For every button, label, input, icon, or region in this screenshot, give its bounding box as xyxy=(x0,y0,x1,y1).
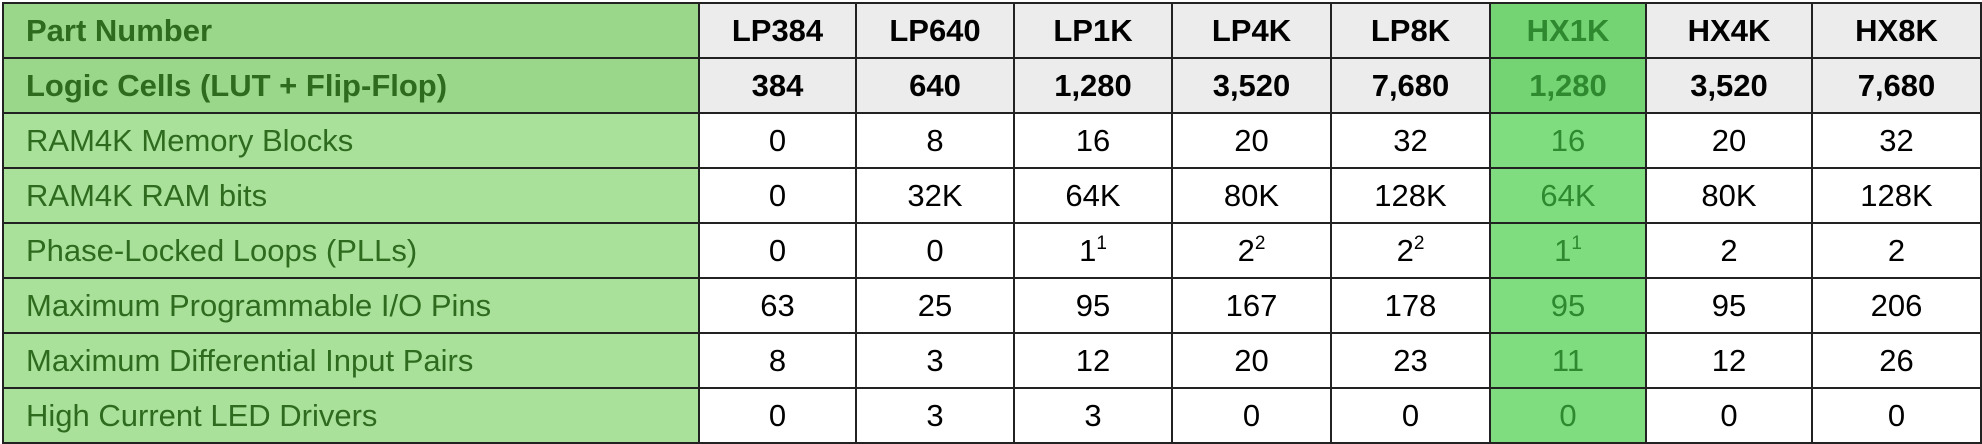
table-cell: 128K xyxy=(1811,167,1982,224)
table-row: Phase-Locked Loops (PLLs) 0 0 11 22 22 1… xyxy=(2,222,1982,279)
table-cell: 7,680 xyxy=(1811,57,1982,114)
table-cell: 8 xyxy=(855,112,1015,169)
footnote-marker: 1 xyxy=(1096,232,1107,254)
part-number-header: HX4K xyxy=(1645,2,1813,59)
cell-value: 1 xyxy=(1079,232,1097,268)
table-cell: 0 xyxy=(1489,387,1647,444)
table-cell: 0 xyxy=(1811,387,1982,444)
cell-value: 1 xyxy=(1554,232,1572,268)
part-number-header: HX1K xyxy=(1489,2,1647,59)
table-cell: 3 xyxy=(1013,387,1173,444)
table-cell: 7,680 xyxy=(1330,57,1491,114)
row-label: Part Number xyxy=(2,2,700,59)
table-cell: 3 xyxy=(855,387,1015,444)
table-cell: 2 xyxy=(1645,222,1813,279)
table-cell: 32 xyxy=(1811,112,1982,169)
table-cell: 2 xyxy=(1811,222,1982,279)
header-row: Part Number LP384 LP640 LP1K LP4K LP8K H… xyxy=(2,2,1982,59)
table-cell: 16 xyxy=(1489,112,1647,169)
table-cell: 80K xyxy=(1645,167,1813,224)
cell-value: 2 xyxy=(1720,232,1738,268)
table-cell: 206 xyxy=(1811,277,1982,334)
table-cell: 32K xyxy=(855,167,1015,224)
table-cell: 1,280 xyxy=(1489,57,1647,114)
table-cell: 25 xyxy=(855,277,1015,334)
table-cell: 26 xyxy=(1811,332,1982,389)
table-row: Maximum Programmable I/O Pins 63 25 95 1… xyxy=(2,277,1982,334)
cell-value: 0 xyxy=(768,232,787,268)
table-cell: 8 xyxy=(698,332,857,389)
table-cell: 3 xyxy=(855,332,1015,389)
table-cell: 11 xyxy=(1489,332,1647,389)
table-row: Maximum Differential Input Pairs 8 3 12 … xyxy=(2,332,1982,389)
table-cell: 11 xyxy=(1013,222,1173,279)
table-cell: 80K xyxy=(1171,167,1332,224)
table-cell: 128K xyxy=(1330,167,1491,224)
table-cell: 0 xyxy=(698,112,857,169)
table-cell: 0 xyxy=(1645,387,1813,444)
table-cell: 63 xyxy=(698,277,857,334)
table-cell: 384 xyxy=(698,57,857,114)
table-row: RAM4K Memory Blocks 0 8 16 20 32 16 20 3… xyxy=(2,112,1982,169)
table-cell: 640 xyxy=(855,57,1015,114)
row-label: RAM4K RAM bits xyxy=(2,167,700,224)
row-label: Maximum Programmable I/O Pins xyxy=(2,277,700,334)
cell-value: 2 xyxy=(1396,232,1414,268)
part-number-header: LP640 xyxy=(855,2,1015,59)
table-cell: 0 xyxy=(855,222,1015,279)
table-cell: 0 xyxy=(698,387,857,444)
table-cell: 12 xyxy=(1013,332,1173,389)
table-cell: 0 xyxy=(1171,387,1332,444)
table-cell: 20 xyxy=(1171,332,1332,389)
table-cell: 0 xyxy=(698,222,857,279)
table-cell: 0 xyxy=(698,167,857,224)
footnote-marker: 2 xyxy=(1254,232,1266,254)
row-label: Maximum Differential Input Pairs xyxy=(2,332,700,389)
row-label: Phase-Locked Loops (PLLs) xyxy=(2,222,700,279)
table-cell: 11 xyxy=(1489,222,1647,279)
row-label: Logic Cells (LUT + Flip-Flop) xyxy=(2,57,700,114)
table-cell: 16 xyxy=(1013,112,1173,169)
table-row: RAM4K RAM bits 0 32K 64K 80K 128K 64K 80… xyxy=(2,167,1982,224)
footnote-marker: 1 xyxy=(1571,232,1582,254)
table-cell: 3,520 xyxy=(1645,57,1813,114)
table-cell: 167 xyxy=(1171,277,1332,334)
table-cell: 32 xyxy=(1330,112,1491,169)
table-cell: 64K xyxy=(1489,167,1647,224)
table-cell: 22 xyxy=(1171,222,1332,279)
table-cell: 95 xyxy=(1013,277,1173,334)
table-cell: 20 xyxy=(1645,112,1813,169)
part-number-header: LP4K xyxy=(1171,2,1332,59)
table-cell: 64K xyxy=(1013,167,1173,224)
table-cell: 12 xyxy=(1645,332,1813,389)
table-cell: 23 xyxy=(1330,332,1491,389)
table-cell: 20 xyxy=(1171,112,1332,169)
part-number-header: HX8K xyxy=(1811,2,1982,59)
table-cell: 0 xyxy=(1330,387,1491,444)
cell-value: 2 xyxy=(1237,232,1255,268)
logic-cells-row: Logic Cells (LUT + Flip-Flop) 384 640 1,… xyxy=(2,57,1982,114)
table-cell: 95 xyxy=(1489,277,1647,334)
row-label: High Current LED Drivers xyxy=(2,387,700,444)
table-cell: 95 xyxy=(1645,277,1813,334)
table-cell: 3,520 xyxy=(1171,57,1332,114)
part-number-header: LP384 xyxy=(698,2,857,59)
row-label: RAM4K Memory Blocks xyxy=(2,112,700,169)
table-cell: 1,280 xyxy=(1013,57,1173,114)
table-cell: 22 xyxy=(1330,222,1491,279)
part-number-header: LP1K xyxy=(1013,2,1173,59)
table-cell: 178 xyxy=(1330,277,1491,334)
cell-value: 0 xyxy=(926,232,944,268)
footnote-marker: 2 xyxy=(1413,232,1425,254)
cell-value: 2 xyxy=(1887,232,1906,268)
part-number-header: LP8K xyxy=(1330,2,1491,59)
table-row: High Current LED Drivers 0 3 3 0 0 0 0 0 xyxy=(2,387,1982,444)
